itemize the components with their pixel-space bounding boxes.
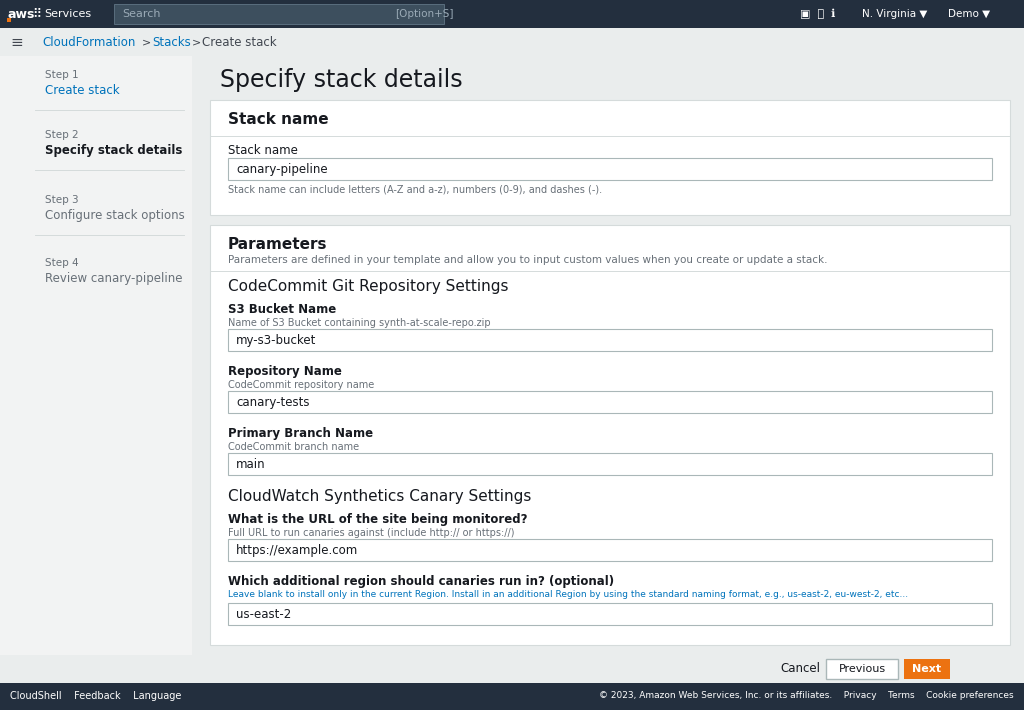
Text: my-s3-bucket: my-s3-bucket <box>236 334 316 347</box>
Text: Primary Branch Name: Primary Branch Name <box>228 427 373 440</box>
Text: Step 1: Step 1 <box>45 70 79 80</box>
Bar <box>228 329 992 351</box>
Text: us-east-2: us-east-2 <box>236 608 291 621</box>
Text: Create stack: Create stack <box>45 84 120 97</box>
Text: ⠿: ⠿ <box>32 8 41 21</box>
Text: https://example.com: https://example.com <box>236 544 358 557</box>
Bar <box>228 453 992 475</box>
Bar <box>210 225 1010 645</box>
Text: Specify stack details: Specify stack details <box>45 144 182 157</box>
Bar <box>0 28 1024 56</box>
Bar <box>7 18 11 22</box>
Bar <box>0 655 1024 683</box>
Text: Next: Next <box>912 664 941 674</box>
Text: What is the URL of the site being monitored?: What is the URL of the site being monito… <box>228 513 527 526</box>
Text: Stack name can include letters (A-Z and a-z), numbers (0-9), and dashes (-).: Stack name can include letters (A-Z and … <box>228 184 602 194</box>
Text: CloudFormation: CloudFormation <box>42 36 135 48</box>
Bar <box>210 100 1010 215</box>
Text: CloudWatch Synthetics Canary Settings: CloudWatch Synthetics Canary Settings <box>228 489 531 504</box>
Text: Review canary-pipeline: Review canary-pipeline <box>45 272 182 285</box>
Text: ▣  🔔  ℹ: ▣ 🔔 ℹ <box>800 9 836 19</box>
Text: Cancel: Cancel <box>780 662 820 675</box>
Text: Step 4: Step 4 <box>45 258 79 268</box>
Bar <box>826 659 898 679</box>
Text: Which additional region should canaries run in? (optional): Which additional region should canaries … <box>228 575 614 588</box>
Text: Step 3: Step 3 <box>45 195 79 205</box>
Text: aws: aws <box>8 8 36 21</box>
Text: >: > <box>142 37 152 47</box>
Text: canary-tests: canary-tests <box>236 396 309 409</box>
Bar <box>228 603 992 625</box>
Text: Parameters: Parameters <box>228 237 328 252</box>
Text: CodeCommit branch name: CodeCommit branch name <box>228 442 359 452</box>
Text: [Option+S]: [Option+S] <box>395 9 454 19</box>
Text: Stack name: Stack name <box>228 144 298 157</box>
Bar <box>114 4 444 24</box>
Text: Step 2: Step 2 <box>45 130 79 140</box>
Text: Search: Search <box>122 9 161 19</box>
Text: main: main <box>236 458 265 471</box>
Text: Services: Services <box>44 9 91 19</box>
Text: Repository Name: Repository Name <box>228 365 342 378</box>
Text: ≡: ≡ <box>10 35 23 50</box>
Text: S3 Bucket Name: S3 Bucket Name <box>228 303 336 316</box>
Bar <box>228 158 992 180</box>
Bar <box>0 683 1024 710</box>
Text: Leave blank to install only in the current Region. Install in an additional Regi: Leave blank to install only in the curre… <box>228 590 908 599</box>
Text: Create stack: Create stack <box>202 36 276 48</box>
Bar <box>228 391 992 413</box>
Text: Configure stack options: Configure stack options <box>45 209 184 222</box>
Text: >: > <box>193 37 202 47</box>
Text: © 2023, Amazon Web Services, Inc. or its affiliates.    Privacy    Terms    Cook: © 2023, Amazon Web Services, Inc. or its… <box>599 692 1014 701</box>
Text: Parameters are defined in your template and allow you to input custom values whe: Parameters are defined in your template … <box>228 255 827 265</box>
Text: Stacks: Stacks <box>152 36 190 48</box>
Text: Stack name: Stack name <box>228 112 329 127</box>
Text: CloudShell    Feedback    Language: CloudShell Feedback Language <box>10 691 181 701</box>
Bar <box>228 539 992 561</box>
Text: Specify stack details: Specify stack details <box>220 68 463 92</box>
Bar <box>0 0 1024 28</box>
Text: CodeCommit Git Repository Settings: CodeCommit Git Repository Settings <box>228 279 509 294</box>
Text: canary-pipeline: canary-pipeline <box>236 163 328 176</box>
Text: Name of S3 Bucket containing synth-at-scale-repo.zip: Name of S3 Bucket containing synth-at-sc… <box>228 318 490 328</box>
Bar <box>904 659 950 679</box>
Text: Previous: Previous <box>839 664 886 674</box>
Text: Demo ▼: Demo ▼ <box>948 9 990 19</box>
Bar <box>0 56 193 686</box>
Text: Full URL to run canaries against (include http:// or https://): Full URL to run canaries against (includ… <box>228 528 514 538</box>
Text: N. Virginia ▼: N. Virginia ▼ <box>862 9 928 19</box>
Text: CodeCommit repository name: CodeCommit repository name <box>228 380 374 390</box>
